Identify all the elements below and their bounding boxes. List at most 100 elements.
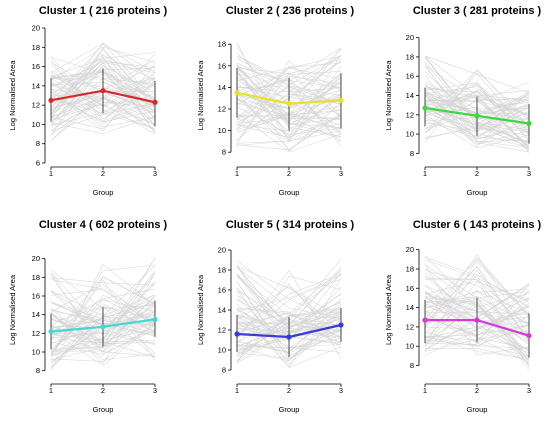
background-profile-line (424, 55, 530, 94)
y-tick-label: 20 (406, 245, 414, 254)
background-profile-line (424, 75, 530, 148)
panel-title: Cluster 5 ( 314 proteins ) (226, 219, 355, 231)
cluster-mean-point (234, 331, 240, 337)
cluster-panel: Cluster 3 ( 281 proteins )81012141618201… (384, 5, 542, 197)
y-tick-label: 8 (222, 366, 226, 375)
y-tick-label: 18 (218, 266, 226, 275)
background-profile-line (424, 104, 530, 139)
y-tick-label: 20 (406, 33, 414, 42)
background-profile-line (50, 277, 156, 286)
x-tick-label: 2 (475, 169, 479, 178)
y-axis-label: Log Normalised Area (384, 60, 393, 131)
background-profile-line (424, 269, 530, 343)
cluster-mean-point (338, 97, 344, 103)
background-profile-line (236, 73, 342, 142)
background-profile-line (236, 72, 342, 137)
y-axis-label: Log Normalised Area (8, 60, 17, 131)
background-profile-line (50, 88, 156, 128)
background-profile-line (50, 275, 156, 348)
background-profile-line (50, 279, 156, 321)
y-tick-label: 10 (32, 348, 40, 357)
x-tick-label: 3 (527, 386, 531, 395)
x-tick-label: 3 (527, 169, 531, 178)
background-profile-line (424, 288, 530, 339)
cluster-mean-point (422, 105, 428, 111)
x-tick-label: 3 (153, 169, 157, 178)
background-profile-line (236, 281, 342, 360)
cluster-panel: Cluster 1 ( 216 proteins )68101214161820… (8, 5, 168, 197)
y-tick-label: 16 (32, 62, 40, 71)
background-profile-line (50, 276, 156, 340)
background-profile-line (424, 264, 530, 299)
background-profile-line (50, 47, 156, 136)
x-tick-label: 1 (235, 169, 239, 178)
y-tick-label: 12 (32, 329, 40, 338)
background-profile-line (424, 290, 530, 314)
background-profile-line (50, 308, 156, 353)
background-profile-line (424, 259, 530, 303)
y-axis-label: Log Normalised Area (196, 274, 205, 345)
background-profile-line (50, 43, 156, 102)
x-tick-label: 3 (339, 386, 343, 395)
background-profile-line (424, 254, 530, 336)
background-profile-line (50, 283, 156, 326)
x-axis-label: Group (467, 405, 488, 414)
panel-title: Cluster 3 ( 281 proteins ) (413, 5, 542, 17)
y-tick-label: 8 (410, 149, 414, 158)
background-profile-line (236, 77, 342, 132)
y-tick-label: 8 (222, 148, 226, 157)
y-tick-label: 16 (218, 61, 226, 70)
y-tick-label: 10 (218, 346, 226, 355)
cluster-panel: Cluster 6 ( 143 proteins )81012141618201… (384, 219, 542, 414)
cluster-mean-point (526, 332, 532, 339)
cluster-mean-point (474, 317, 480, 323)
cluster-mean-point (152, 316, 158, 322)
background-profile-line (236, 287, 342, 366)
x-tick-label: 1 (235, 386, 239, 395)
y-tick-label: 14 (32, 81, 40, 90)
background-profile-line (50, 64, 156, 129)
background-profile-line (424, 315, 530, 347)
background-profile-line (236, 82, 342, 133)
background-profile-line (424, 83, 530, 128)
x-axis-label: Group (279, 188, 300, 197)
y-axis-label: Log Normalised Area (196, 60, 205, 131)
background-profile-line (50, 299, 156, 326)
background-profile-line (50, 322, 156, 362)
background-profile-line (236, 130, 342, 144)
panel-title: Cluster 4 ( 602 proteins ) (39, 219, 168, 231)
y-tick-label: 14 (218, 306, 226, 315)
background-profile-line (424, 91, 530, 132)
background-profile-line (236, 283, 342, 345)
x-tick-label: 2 (101, 386, 105, 395)
y-tick-label: 6 (36, 159, 40, 168)
y-tick-label: 12 (406, 322, 414, 331)
background-profile-line (424, 313, 530, 358)
background-profile-line (236, 115, 342, 138)
cluster-mean-point (474, 113, 480, 119)
x-tick-label: 1 (423, 386, 427, 395)
y-tick-label: 18 (406, 264, 414, 273)
y-tick-label: 10 (32, 120, 40, 129)
background-profile-line (424, 269, 530, 327)
y-tick-label: 18 (32, 43, 40, 52)
y-tick-label: 18 (218, 40, 226, 49)
y-tick-label: 12 (218, 326, 226, 335)
panel-title: Cluster 2 ( 236 proteins ) (226, 5, 355, 17)
y-tick-label: 18 (406, 52, 414, 61)
background-profile-line (424, 92, 530, 153)
background-profile-line (236, 277, 342, 368)
background-profile-line (50, 46, 156, 81)
cluster-mean-point (338, 322, 344, 328)
y-tick-label: 10 (406, 342, 414, 351)
background-profile-line (236, 309, 342, 357)
background-profile-line (50, 61, 156, 88)
background-profile-line (236, 319, 342, 359)
y-tick-label: 16 (406, 72, 414, 81)
cluster-mean-point (286, 101, 292, 107)
cluster-mean-point (152, 99, 158, 105)
background-profile-line (424, 82, 530, 153)
y-tick-label: 12 (218, 105, 226, 114)
y-tick-label: 14 (32, 310, 40, 319)
